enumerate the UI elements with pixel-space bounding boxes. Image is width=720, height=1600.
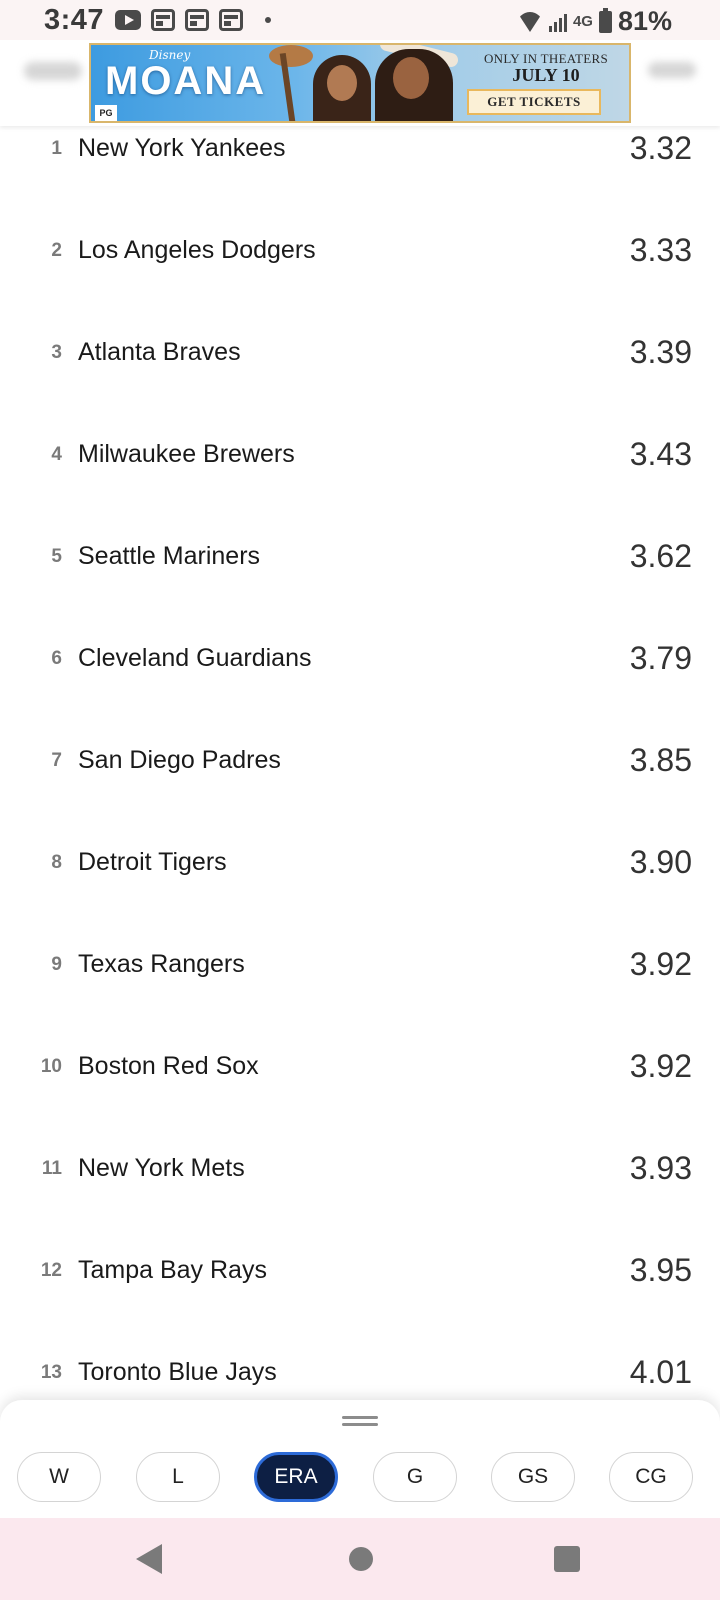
team-rank: 10 [40, 1056, 62, 1077]
ad-date: JULY 10 [512, 65, 580, 85]
team-name: Detroit Tigers [78, 848, 227, 876]
team-name: Boston Red Sox [78, 1052, 259, 1080]
team-name: New York Mets [78, 1154, 245, 1182]
ad-get-tickets-button[interactable]: GET TICKETS [467, 89, 601, 115]
team-row[interactable]: 2 Los Angeles Dodgers 3.33 [0, 202, 720, 304]
team-row[interactable]: 9 Texas Rangers 3.92 [0, 916, 720, 1018]
drag-handle-icon[interactable] [342, 1416, 378, 1427]
news-icon [185, 9, 209, 31]
team-name: Toronto Blue Jays [78, 1358, 277, 1386]
status-time: 3:47 [44, 4, 105, 36]
team-row[interactable]: 12 Tampa Bay Rays 3.95 [0, 1222, 720, 1324]
team-row[interactable]: 4 Milwaukee Brewers 3.43 [0, 406, 720, 508]
team-name: Texas Rangers [78, 950, 245, 978]
battery-percent: 81% [617, 6, 672, 36]
team-name: Milwaukee Brewers [78, 440, 295, 468]
network-type: 4G [572, 13, 593, 30]
stat-value: 3.90 [629, 844, 692, 880]
stat-value: 3.92 [629, 1048, 692, 1084]
stat-chip-g[interactable]: G [373, 1452, 457, 1502]
wifi-icon [516, 11, 543, 32]
team-name: San Diego Padres [78, 746, 281, 774]
back-triangle-icon[interactable] [136, 1544, 162, 1574]
team-rank: 8 [51, 852, 62, 873]
stat-chip-l[interactable]: L [136, 1452, 220, 1502]
team-name: Tampa Bay Rays [78, 1256, 267, 1284]
header-action-blurred [648, 62, 696, 78]
news-icon [151, 9, 175, 31]
stat-value: 3.33 [629, 232, 692, 268]
dot-icon [265, 17, 271, 23]
stat-value: 3.93 [629, 1150, 692, 1186]
notification-icons [115, 9, 271, 31]
team-row[interactable]: 8 Detroit Tigers 3.90 [0, 814, 720, 916]
team-rank: 7 [51, 750, 62, 771]
team-rank: 6 [51, 648, 62, 669]
team-rank: 3 [51, 342, 62, 363]
team-row[interactable]: 13 Toronto Blue Jays 4.01 [0, 1324, 720, 1426]
team-rank: 4 [51, 444, 62, 465]
team-rank: 5 [51, 546, 62, 567]
news-icon [219, 9, 243, 31]
system-icons: 4G 81% [516, 6, 672, 37]
ad-title: MOANA [105, 59, 267, 103]
ad-brand: Disney [149, 48, 191, 62]
team-stat-list[interactable]: 1 New York Yankees 3.32 2 Los Angeles Dodger… [0, 100, 720, 1426]
team-name: Los Angeles Dodgers [78, 236, 316, 264]
stat-value: 3.43 [629, 436, 692, 472]
team-row[interactable]: 11 New York Mets 3.93 [0, 1120, 720, 1222]
stat-value: 3.79 [629, 640, 692, 676]
stat-filter-sheet: W L ERA G GS CG [0, 1400, 720, 1518]
team-row[interactable]: 5 Seattle Mariners 3.62 [0, 508, 720, 610]
youtube-icon [115, 10, 141, 30]
stat-chip-cg[interactable]: CG [609, 1452, 693, 1502]
stat-chip-w[interactable]: W [17, 1452, 101, 1502]
team-row[interactable]: 3 Atlanta Braves 3.39 [0, 304, 720, 406]
ad-rating: PG [95, 105, 117, 121]
team-row[interactable]: 6 Cleveland Guardians 3.79 [0, 610, 720, 712]
stat-value: 3.85 [629, 742, 692, 778]
signal-icon [548, 12, 567, 32]
team-name: Atlanta Braves [78, 338, 241, 366]
team-name: Cleveland Guardians [78, 644, 312, 672]
team-row[interactable]: 10 Boston Red Sox 3.92 [0, 1018, 720, 1120]
stat-chip-gs[interactable]: GS [491, 1452, 575, 1502]
team-rank: 11 [41, 1158, 62, 1179]
battery-icon [598, 7, 612, 33]
ad-artwork [269, 45, 469, 121]
team-rank: 1 [51, 138, 62, 159]
header-title-blurred [24, 62, 82, 80]
team-rank: 9 [51, 954, 62, 975]
stat-chip-era[interactable]: ERA [254, 1452, 338, 1502]
status-bar: 3:47 4G 81% [0, 0, 720, 40]
stat-chip-row: W L ERA G GS CG [0, 1452, 720, 1502]
stat-value: 3.95 [629, 1252, 692, 1288]
team-rank: 2 [51, 240, 62, 261]
stat-value: 3.32 [629, 130, 692, 166]
stat-value: 4.01 [629, 1354, 692, 1390]
stat-value: 3.92 [629, 946, 692, 982]
team-row[interactable]: 7 San Diego Padres 3.85 [0, 712, 720, 814]
team-row[interactable]: 1 New York Yankees 3.32 [0, 100, 720, 202]
ad-banner[interactable]: Disney MOANA PG ONLY IN THEATERS JULY 10… [89, 43, 631, 123]
team-rank: 12 [40, 1260, 62, 1281]
stat-value: 3.62 [629, 538, 692, 574]
home-circle-icon[interactable] [349, 1547, 373, 1571]
stat-value: 3.39 [629, 334, 692, 370]
ad-tagline: ONLY IN THEATERS [483, 51, 609, 66]
system-nav-bar [0, 1518, 720, 1600]
team-name: New York Yankees [78, 134, 286, 162]
team-rank: 13 [40, 1362, 62, 1383]
team-name: Seattle Mariners [78, 542, 261, 570]
recents-square-icon[interactable] [554, 1546, 580, 1572]
